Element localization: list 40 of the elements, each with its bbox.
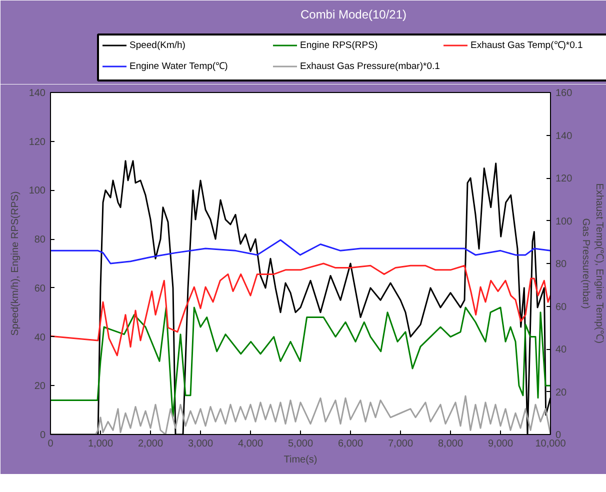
chart-title: Combi Mode(10/21) (300, 8, 407, 22)
y-tick-label: 100 (28, 186, 46, 197)
legend-label: Exhaust Gas Temp(℃)*0.1 (470, 40, 583, 51)
legend-label: Exhaust Gas Pressure(mbar)*0.1 (300, 61, 440, 72)
y2-tick-label: 0 (556, 430, 562, 441)
y-tick-label: 0 (40, 430, 46, 441)
x-tick-label: 9,000 (488, 438, 514, 450)
y-axis-title: Speed(km/h), Engine RPS(RPS) (10, 191, 21, 336)
y2-tick-label: 160 (556, 88, 573, 99)
y2-tick-label: 140 (556, 130, 573, 142)
x-tick-label: 10,000 (535, 438, 566, 450)
y2-tick-label: 40 (556, 344, 568, 356)
x-axis-title: Time(s) (284, 454, 318, 466)
x-tick-label: 6,000 (338, 438, 364, 450)
line-series (50, 239, 550, 264)
x-tick-label: 0 (48, 438, 54, 450)
x-tick-label: 7,000 (388, 438, 414, 450)
y-tick-label: 20 (34, 381, 46, 392)
y2-tick-label: 120 (556, 174, 573, 184)
y2-tick-label: 60 (556, 302, 568, 313)
x-tick-label: 2,000 (138, 438, 164, 450)
y2-tick-label: 20 (556, 387, 568, 398)
y-tick-label: 60 (34, 283, 46, 294)
y-tick-label: 80 (34, 234, 46, 246)
line-series (50, 306, 550, 418)
y-tick-label: 120 (28, 136, 46, 148)
x-tick-label: 3,000 (188, 438, 214, 450)
y2-axis-title: Exhaust Temp(℃), Engine Temp(℃) Gas Pressure(mbar) (580, 183, 604, 344)
legend-label: Engine RPS(RPS) (300, 40, 378, 51)
x-tick-label: 5,000 (288, 438, 314, 450)
legend-label: Speed(Km/h) (130, 40, 186, 51)
x-tick-label: 4,000 (238, 438, 264, 450)
y-tick-label: 40 (34, 332, 46, 344)
x-tick-label: 8,000 (438, 438, 464, 450)
y2-tick-label: 80 (556, 259, 568, 270)
y2-tick-label: 100 (556, 216, 573, 228)
legend-label: Engine Water Temp(℃) (130, 61, 228, 72)
x-tick-label: 1,000 (88, 438, 114, 450)
line-series (50, 262, 550, 356)
y-tick-label: 140 (28, 88, 46, 99)
